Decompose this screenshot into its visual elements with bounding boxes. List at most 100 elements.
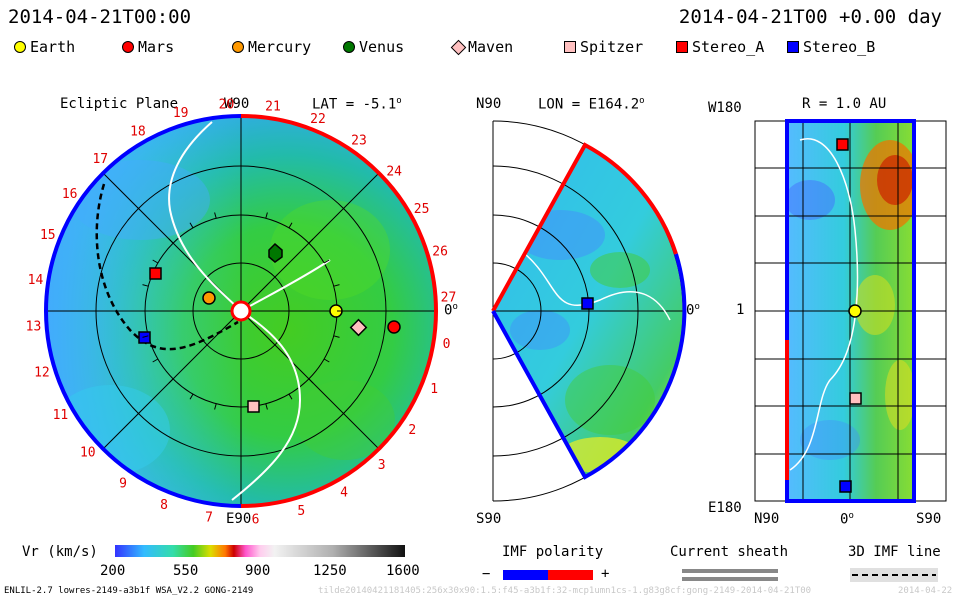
stereo-a-marker[interactable] (149, 267, 162, 280)
meridional-polarity-rim-positive (491, 142, 678, 312)
meridional-polarity-rim-negative (491, 253, 687, 480)
sector-number-6: 6 (252, 513, 260, 528)
cylindrical-top-label: W180 (708, 100, 742, 116)
cylindrical-x-label-n90: N90 (754, 511, 780, 527)
ecliptic-polarity-rim-negative (44, 114, 242, 508)
date-footer: 2014-04-22 (898, 586, 953, 596)
legend-spitzer: Spitzer (564, 38, 643, 56)
ring-tick (308, 238, 314, 244)
ring-tick (189, 222, 194, 229)
sector-number-10: 10 (80, 446, 96, 461)
sector-number-15: 15 (40, 228, 56, 243)
ring-tick (323, 358, 330, 363)
sector-number-2: 2 (408, 423, 416, 438)
body-legend: Earth Mars Mercury Venus Maven Spitzer S… (0, 38, 960, 60)
legend-stereo-a: Stereo_A (676, 38, 764, 56)
sector-number-16: 16 (62, 187, 78, 202)
radius-label: R = 1.0 AU (802, 96, 887, 112)
ecliptic-polarity-rim-positive (240, 114, 438, 508)
sector-number-24: 24 (386, 164, 402, 179)
vr-colorbar-title: Vr (km/s) (22, 544, 98, 560)
legend-stereo-b: Stereo_B (787, 38, 875, 56)
meridional-sector-boundary (519, 249, 671, 321)
venus-marker[interactable] (268, 242, 283, 263)
ring-tick (142, 284, 149, 287)
meridional-stereo-b-marker[interactable] (581, 297, 594, 310)
sector-number-18: 18 (130, 124, 146, 139)
ring-tick (265, 403, 268, 410)
cylindrical-spitzer-marker[interactable] (849, 392, 862, 405)
mars-marker-icon (122, 41, 134, 53)
ring-tick (333, 284, 340, 287)
imf-negative-swatch (503, 570, 548, 580)
cylindrical-polarity-frame (785, 119, 916, 503)
ecliptic-right-label: 0o (444, 302, 458, 319)
ring-tick (152, 358, 159, 363)
sector-number-1: 1 (430, 382, 438, 397)
meridional-right-label: 0o (686, 302, 700, 319)
meridional-bottom-label: S90 (476, 511, 502, 527)
imf-positive-swatch (548, 570, 593, 580)
ring-tick (288, 393, 293, 400)
venus-marker-icon (343, 41, 355, 53)
sector-number-3: 3 (378, 458, 386, 473)
maven-marker[interactable] (349, 318, 368, 337)
sector-number-27: 27 (441, 291, 457, 306)
earth-marker-icon (14, 41, 26, 53)
imf-minus-sign: − (482, 566, 491, 582)
ring-tick (308, 378, 314, 384)
ecliptic-top-label: W90 (224, 96, 250, 112)
vr-tick-900: 900 (245, 563, 271, 579)
sector-number-19: 19 (173, 106, 189, 121)
sector-number-20: 20 (219, 98, 235, 113)
vr-tick-1600: 1600 (386, 563, 420, 579)
sector-number-14: 14 (28, 273, 44, 288)
cylindrical-bottom-label: E180 (708, 500, 742, 516)
stereo-a-marker-icon (676, 41, 688, 53)
sector-number-25: 25 (414, 202, 430, 217)
ring-tick (168, 378, 174, 384)
spitzer-marker-icon (564, 41, 576, 53)
ring-tick (333, 335, 340, 338)
carrington-sector-numbers: 20 21222324252627012345678910111213141516… (26, 98, 457, 528)
mars-marker[interactable] (387, 320, 401, 334)
imf-plus-sign: + (601, 566, 610, 582)
sector-number-4: 4 (340, 486, 348, 501)
cylindrical-x-label-s90: S90 (916, 511, 942, 527)
cylindrical-stereo-b-marker[interactable] (839, 480, 852, 493)
sector-number-13: 13 (26, 320, 42, 335)
cylindrical-stereo-a-marker[interactable] (836, 138, 849, 151)
mercury-marker[interactable] (202, 291, 216, 305)
time-offset-label: 2014-04-21T00 +0.00 day (678, 6, 942, 28)
longitude-label: LON = E164.2o (538, 96, 645, 113)
sector-number-26: 26 (432, 245, 448, 260)
vr-tick-200: 200 (100, 563, 126, 579)
meridional-plane-plot (491, 120, 687, 502)
sector-number-21: 21 (265, 100, 281, 115)
cylindrical-x-label-0: 0o (840, 511, 854, 528)
legend-mars: Mars (122, 38, 174, 56)
ring-tick (189, 393, 194, 400)
model-footer: ENLIL-2.7 lowres-2149-a3b1f WSA_V2.2 GON… (4, 586, 254, 596)
ring-tick (152, 259, 159, 264)
current-sheath-swatch-bottom (682, 577, 778, 581)
legend-mercury: Mercury (232, 38, 311, 56)
cylindrical-mid-label: 1 (736, 302, 745, 318)
datetime-label: 2014-04-21T00:00 (8, 6, 192, 28)
cylindrical-earth-marker[interactable] (848, 304, 862, 318)
ecliptic-plane-title: Ecliptic Plane (60, 96, 179, 112)
sector-number-0: 0 (443, 337, 451, 352)
stereo-b-marker[interactable] (138, 331, 151, 344)
imf-polarity-title: IMF polarity (502, 544, 604, 560)
run-id-footer: tilde20140421181405:256x30x90:1.5:f45-a3… (318, 586, 812, 596)
sector-number-12: 12 (34, 365, 50, 380)
ring-tick (142, 335, 149, 338)
spitzer-marker[interactable] (247, 400, 260, 413)
vr-tick-550: 550 (173, 563, 199, 579)
legend-venus: Venus (343, 38, 404, 56)
current-sheath-swatch-top (682, 569, 778, 573)
meridional-top-label: N90 (476, 96, 502, 112)
sector-number-17: 17 (92, 152, 108, 167)
ring-tick (214, 212, 217, 219)
